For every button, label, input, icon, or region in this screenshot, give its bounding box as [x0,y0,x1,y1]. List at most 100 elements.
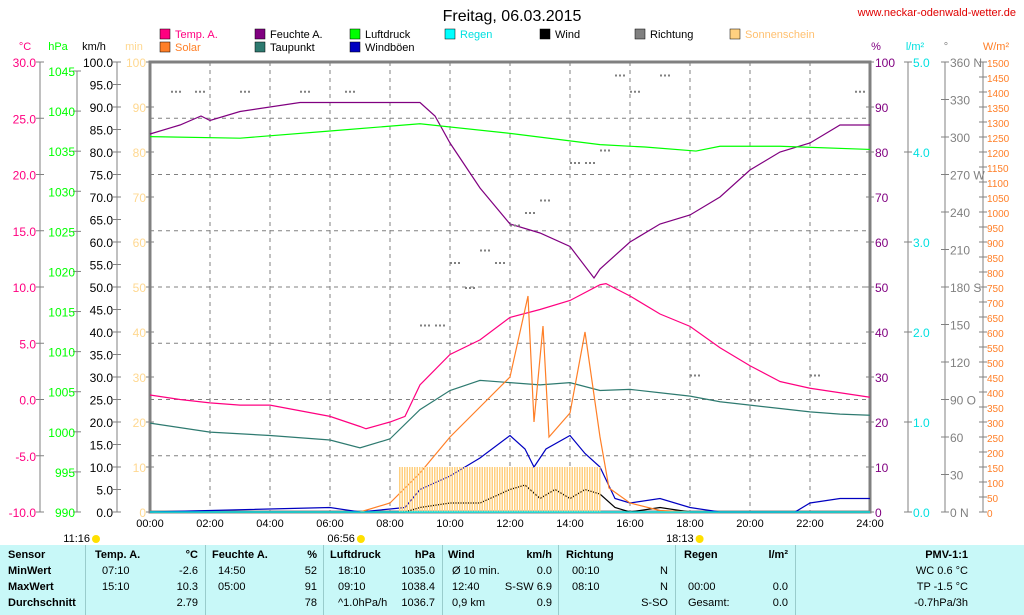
time-tick-label: 16:00 [616,518,644,530]
direction-point [698,374,700,377]
sunshine-bar [461,467,463,512]
taupunkt-line [149,379,871,449]
solar-tick-label: 250 [987,434,1004,445]
sun-marker-icon [695,535,704,543]
sunshine-bar [426,467,428,512]
table-separator [558,545,559,615]
temp-tick-label: 20.0 [13,169,37,183]
direction-point [203,90,205,93]
direction-point [171,90,173,93]
table-cell: 18:10 [338,565,366,577]
legend-swatch [539,28,551,40]
wind-tick-label: 30.0 [90,371,114,385]
table-cell: 1035.0 [401,565,435,577]
table-cell: °C [185,549,198,561]
direction-point [615,74,617,77]
wind-tick-label: 35.0 [90,349,114,363]
table-cell: 2.79 [176,597,198,609]
sun-marker-label: 11:16 [63,533,90,545]
wind-tick-label: 0.0 [96,506,113,520]
table-cell: 05:00 [218,581,246,593]
press-axis-unit: hPa [48,41,68,53]
dir-tick-label: 210 [950,244,970,258]
wind-tick-label: 10.0 [90,461,114,475]
sunshine-bar [581,467,583,512]
direction-point [660,74,662,77]
time-tick-label: 18:00 [676,518,704,530]
table-cell: MaxWert [8,581,54,593]
sunshine-bar [399,467,401,512]
temp-tick-label: 15.0 [13,225,37,239]
sunshine-bar [531,467,533,512]
direction-point [353,90,355,93]
table-separator [85,545,86,615]
direction-point [593,162,595,164]
min-tick-label: 80 [133,146,147,160]
wind-tick-label: 20.0 [90,416,114,430]
rain-tick-label: 0.0 [913,506,930,520]
sunshine-bar [509,467,511,512]
direction-point [544,199,546,202]
sunshine-bar [499,467,501,512]
solar-tick-label: 0 [987,509,993,520]
time-tick-label: 20:00 [736,518,764,530]
table-cell: 07:10 [102,565,130,577]
direction-point [469,287,471,289]
temp-tick-label: -5.0 [15,450,36,464]
table-cell: Sensor [8,549,46,561]
time-tick-label: 22:00 [796,518,824,530]
direction-point [664,74,666,77]
direction-point [435,324,437,327]
table-cell: l/m² [768,549,788,561]
rain-axis-unit: l/m² [906,41,925,53]
direction-point [179,90,181,93]
temp-tick-label: 25.0 [13,112,37,126]
direction-point [349,90,351,93]
legend-label: Windböen [365,42,415,54]
direction-point [195,90,197,93]
sunshine-bar [466,467,468,512]
sunshine-bar [454,467,456,512]
table-cell: 0.0 [536,565,552,577]
min-tick-label: 0 [139,506,146,520]
solar-tick-label: 950 [987,224,1004,235]
table-cell: S-SW 6.9 [504,581,552,593]
direction-point [525,212,527,214]
time-tick-label: 04:00 [256,518,284,530]
temp-axis-unit: °C [19,41,31,53]
press-tick-label: 995 [55,466,75,480]
wind-tick-label: 55.0 [90,259,114,273]
solar-tick-label: 1050 [987,194,1010,205]
press-tick-label: 1000 [48,426,75,440]
direction-point [473,287,475,289]
solar-tick-label: 400 [987,389,1004,400]
sunshine-bar [564,467,566,512]
table-cell: Luftdruck [330,549,381,561]
direction-point [754,399,756,402]
feuchte-a--line [149,101,870,280]
wind-tick-label: 85.0 [90,124,114,138]
direction-point [694,374,696,377]
wind-tick-label: 90.0 [90,101,114,115]
table-cell: 0,9 km [452,597,486,609]
direction-point [855,90,857,93]
legend-label: Luftdruck [365,29,411,41]
direction-point [668,74,670,77]
direction-point [619,74,621,77]
wind-tick-label: 45.0 [90,304,114,318]
sunshine-bar [441,467,443,512]
min-tick-label: 20 [133,416,147,430]
table-cell: 0.9 [536,597,552,609]
sunshine-bar [571,467,573,512]
weather-chart: Freitag, 06.03.2015 www.neckar-odenwald-… [9,7,1016,545]
table-cell: PMV-1:1 [925,549,968,561]
hum-tick-label: 70 [875,191,889,205]
rain-tick-label: 2.0 [913,326,930,340]
sun-marker-label: 06:56 [327,533,355,545]
solar-tick-label: 1150 [987,164,1009,175]
table-cell: Gesamt: [688,597,730,609]
table-separator [323,545,324,615]
site-link[interactable]: www.neckar-odenwald-wetter.de [857,7,1016,19]
luftdruck-line [149,123,871,152]
dir-tick-label: 0 N [950,506,969,520]
